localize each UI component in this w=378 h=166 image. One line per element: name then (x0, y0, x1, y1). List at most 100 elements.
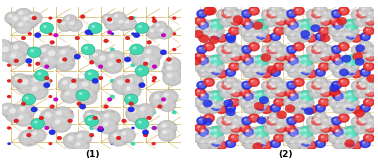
Circle shape (348, 63, 352, 66)
Circle shape (358, 82, 372, 94)
Circle shape (276, 135, 279, 138)
Circle shape (336, 96, 351, 108)
Circle shape (313, 11, 327, 22)
Circle shape (347, 32, 355, 38)
Circle shape (244, 83, 246, 85)
Circle shape (308, 107, 311, 109)
Circle shape (197, 138, 212, 150)
Circle shape (194, 25, 209, 37)
Circle shape (356, 9, 367, 18)
Circle shape (241, 125, 249, 131)
Circle shape (318, 70, 320, 72)
Circle shape (43, 58, 48, 62)
Circle shape (226, 13, 235, 20)
Circle shape (311, 18, 321, 25)
Circle shape (311, 53, 321, 61)
Circle shape (318, 87, 332, 99)
Circle shape (12, 16, 18, 21)
Circle shape (273, 87, 287, 99)
Circle shape (90, 32, 93, 35)
Circle shape (258, 135, 262, 138)
Circle shape (318, 123, 332, 134)
Circle shape (261, 53, 271, 62)
Circle shape (344, 132, 359, 144)
Circle shape (261, 45, 276, 56)
Circle shape (222, 90, 226, 93)
Circle shape (309, 47, 313, 50)
Circle shape (340, 66, 355, 78)
Circle shape (8, 14, 12, 18)
Circle shape (125, 20, 129, 24)
Circle shape (257, 128, 266, 135)
Circle shape (363, 98, 375, 107)
Circle shape (324, 83, 327, 86)
Circle shape (359, 11, 361, 14)
Circle shape (88, 111, 113, 130)
Circle shape (231, 54, 235, 57)
Circle shape (212, 27, 222, 35)
Circle shape (306, 45, 321, 56)
Circle shape (197, 91, 212, 103)
Circle shape (257, 32, 265, 38)
Circle shape (330, 88, 339, 96)
Circle shape (152, 142, 156, 145)
Circle shape (238, 132, 253, 144)
Circle shape (2, 46, 9, 52)
Circle shape (7, 95, 11, 98)
Circle shape (48, 79, 53, 83)
Circle shape (241, 9, 252, 18)
Circle shape (367, 18, 370, 21)
Circle shape (306, 34, 317, 43)
Circle shape (200, 94, 207, 99)
Circle shape (117, 80, 124, 85)
Circle shape (212, 92, 222, 100)
Circle shape (227, 85, 231, 88)
Circle shape (210, 126, 224, 137)
Circle shape (110, 95, 115, 99)
Circle shape (251, 44, 254, 46)
Circle shape (270, 68, 281, 77)
Circle shape (254, 61, 270, 73)
Circle shape (333, 128, 344, 137)
Circle shape (250, 102, 265, 114)
Circle shape (163, 101, 167, 105)
Circle shape (271, 84, 280, 92)
Circle shape (301, 31, 311, 40)
Circle shape (42, 57, 55, 68)
Circle shape (366, 135, 369, 138)
Circle shape (205, 44, 213, 50)
Circle shape (254, 93, 258, 97)
Circle shape (308, 143, 311, 145)
Circle shape (226, 36, 236, 43)
Circle shape (110, 79, 115, 83)
Circle shape (233, 47, 242, 54)
Circle shape (238, 61, 253, 73)
Circle shape (345, 67, 356, 75)
Circle shape (42, 46, 69, 67)
Circle shape (245, 21, 255, 29)
Circle shape (233, 18, 236, 21)
Circle shape (151, 47, 156, 51)
Circle shape (323, 54, 325, 56)
Circle shape (313, 47, 327, 58)
Circle shape (362, 105, 369, 111)
Circle shape (230, 52, 242, 61)
Circle shape (361, 49, 365, 52)
Circle shape (258, 63, 262, 66)
Circle shape (223, 76, 238, 88)
Circle shape (57, 57, 73, 69)
Circle shape (322, 18, 330, 24)
Circle shape (339, 63, 349, 71)
Circle shape (223, 41, 238, 52)
Circle shape (298, 93, 308, 101)
Circle shape (345, 102, 356, 111)
Circle shape (70, 21, 74, 25)
Circle shape (283, 61, 298, 73)
Circle shape (324, 12, 327, 15)
Circle shape (343, 33, 353, 40)
Circle shape (15, 112, 33, 126)
Circle shape (271, 14, 275, 17)
Circle shape (302, 56, 311, 64)
Circle shape (226, 49, 235, 56)
Circle shape (218, 143, 222, 145)
